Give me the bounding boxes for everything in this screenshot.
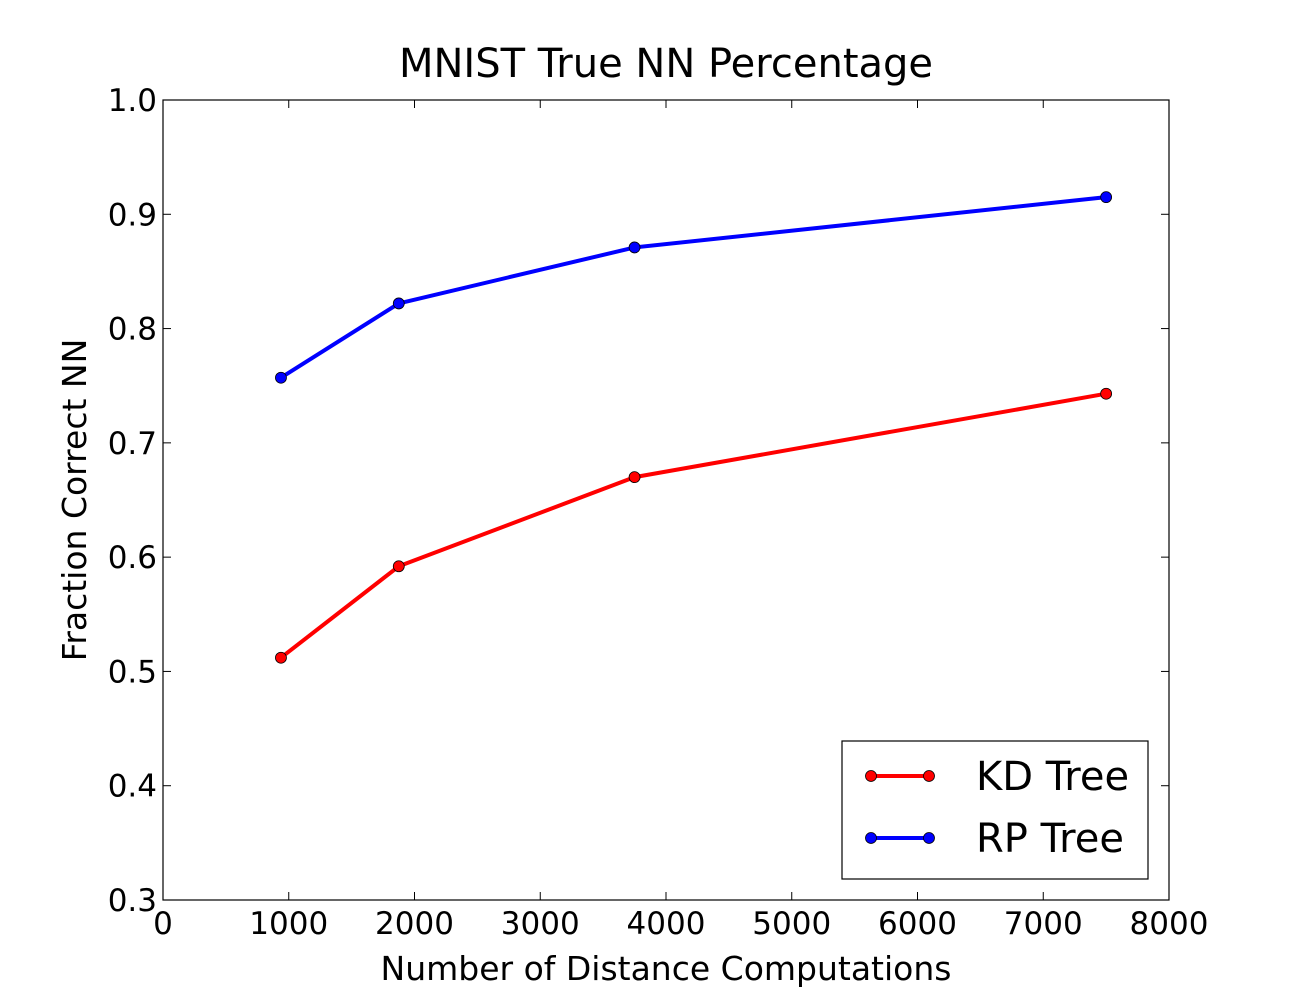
data-point-kd-tree xyxy=(392,560,405,573)
y-tick-label: 0.9 xyxy=(108,197,157,233)
y-tick-label: 0.7 xyxy=(108,426,157,462)
y-axis-label: Fraction Correct NN xyxy=(55,339,94,662)
x-tick-label: 2000 xyxy=(375,906,454,942)
chart-title: MNIST True NN Percentage xyxy=(399,41,933,87)
x-axis-label: Number of Distance Computations xyxy=(381,949,952,988)
data-point-kd-tree xyxy=(275,651,287,664)
y-tick-label: 0.6 xyxy=(108,540,157,576)
data-point-rp-tree xyxy=(392,297,405,310)
legend-marker-kd-tree xyxy=(923,770,935,782)
data-point-kd-tree xyxy=(628,471,641,484)
x-tick-label: 4000 xyxy=(627,906,706,942)
legend-marker-rp-tree xyxy=(923,832,935,844)
series-layer xyxy=(275,191,1113,664)
y-tick-label: 0.5 xyxy=(108,654,157,690)
x-axis-ticks: 0 1000 2000 3000 4000 5000 6000 7000 8000 xyxy=(153,100,1208,942)
series-line-kd-tree xyxy=(279,391,1107,660)
legend-marker-rp-tree xyxy=(865,832,877,844)
legend-label-kd-tree: KD Tree xyxy=(976,754,1129,800)
x-tick-label: 1000 xyxy=(249,906,328,942)
data-point-rp-tree xyxy=(275,371,287,384)
y-tick-label: 0.4 xyxy=(108,769,157,805)
data-point-rp-tree xyxy=(628,241,641,254)
x-tick-label: 8000 xyxy=(1130,906,1209,942)
y-tick-label: 1.0 xyxy=(108,83,157,119)
legend: KD Tree RP Tree xyxy=(841,740,1149,880)
x-tick-label: 6000 xyxy=(878,906,957,942)
y-tick-label: 0.3 xyxy=(108,883,157,919)
data-point-kd-tree xyxy=(1100,387,1113,400)
y-tick-label: 0.8 xyxy=(108,312,157,348)
x-tick-label: 3000 xyxy=(501,906,580,942)
legend-marker-kd-tree xyxy=(865,770,877,782)
series-line-rp-tree xyxy=(279,195,1107,380)
x-tick-label: 7000 xyxy=(1004,906,1083,942)
legend-label-rp-tree: RP Tree xyxy=(976,816,1124,862)
data-point-rp-tree xyxy=(1100,191,1113,204)
y-axis-ticks: 0.3 0.4 0.5 0.6 0.7 0.8 0.9 1.0 xyxy=(108,83,1169,919)
x-tick-label: 5000 xyxy=(752,906,831,942)
x-tick-label: 0 xyxy=(153,906,173,942)
legend-box xyxy=(841,740,1149,880)
